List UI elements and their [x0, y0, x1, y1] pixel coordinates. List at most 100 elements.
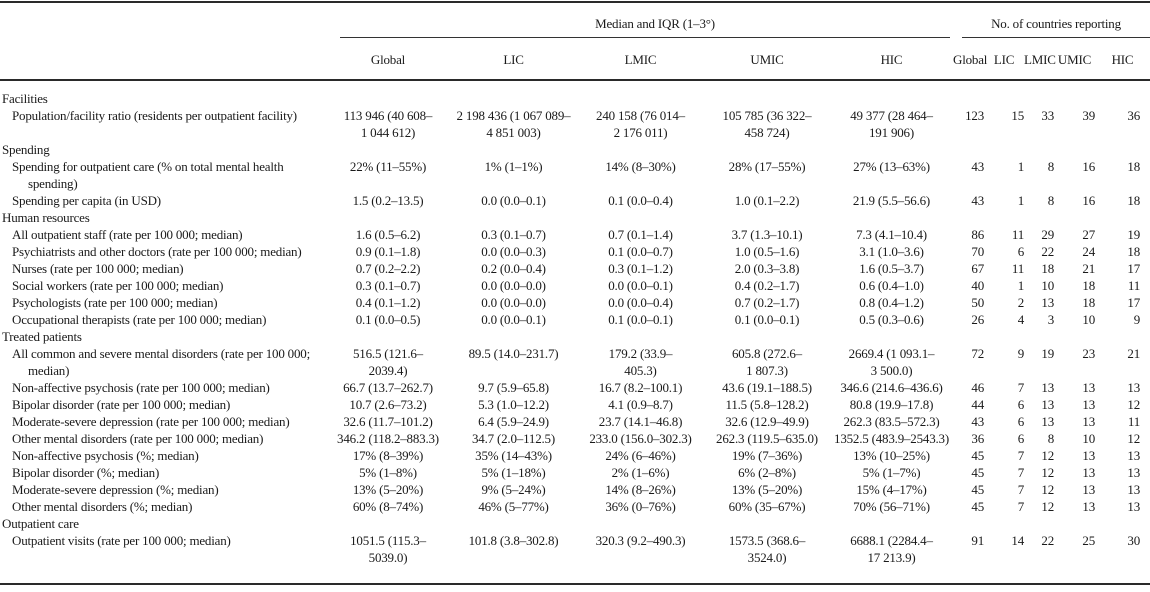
median-iqr-value: 14% (8–26%)	[605, 482, 676, 497]
median-iqr-value: 0.1 (0.0–0.1)	[734, 312, 800, 327]
country-count: 13	[1041, 397, 1054, 412]
median-iqr-value: 21.9 (5.5–56.6)	[852, 193, 931, 208]
median-iqr-value: 0.0 (0.0–0.4)	[608, 295, 673, 310]
country-count: 8	[1047, 193, 1055, 208]
median-iqr-value: 43.6 (19.1–188.5)	[722, 380, 812, 395]
country-count: 45	[971, 499, 984, 514]
country-count: 50	[971, 295, 984, 310]
row-label: All outpatient staff (rate per 100 000; …	[12, 227, 243, 242]
median-iqr-value: 0.3 (0.1–0.7)	[481, 227, 546, 242]
median-iqr-value: 0.0 (0.0–0.0)	[481, 295, 546, 310]
country-count: 36	[971, 431, 984, 446]
country-count: 18	[1041, 261, 1054, 276]
median-iqr-value: 46% (5–77%)	[478, 499, 549, 514]
country-count: 45	[971, 482, 984, 497]
median-iqr-value: 605.8 (272.6– 1 807.3)	[732, 346, 802, 378]
country-count: 17	[1127, 261, 1140, 276]
country-count: 21	[1082, 261, 1095, 276]
table-column-header-row: Global LIC LMIC UMIC HIC Global LIC LMIC…	[0, 38, 1150, 79]
col-header-median-lmic: LMIC	[624, 52, 657, 67]
median-iqr-value: 0.0 (0.0–0.1)	[608, 278, 673, 293]
country-count: 18	[1082, 278, 1095, 293]
table-row: Moderate-severe depression (%; median) 13…	[0, 481, 1150, 498]
median-iqr-value: 6% (2–8%)	[738, 465, 796, 480]
median-iqr-value: 19% (7–36%)	[731, 448, 803, 463]
country-count: 36	[1127, 108, 1140, 123]
country-count: 7	[1017, 482, 1025, 497]
country-count: 7	[1017, 380, 1025, 395]
median-iqr-value: 23.7 (14.1–46.8)	[598, 414, 683, 429]
country-count: 39	[1082, 108, 1095, 123]
median-iqr-value: 0.8 (0.4–1.2)	[859, 295, 924, 310]
country-count: 67	[971, 261, 984, 276]
median-iqr-value: 1573.5 (368.6– 3524.0)	[728, 533, 806, 565]
row-label: Other mental disorders (%; median)	[12, 499, 193, 514]
country-count: 45	[971, 465, 984, 480]
country-count: 13	[1082, 499, 1095, 514]
country-count: 29	[1041, 227, 1054, 242]
country-count: 12	[1127, 397, 1140, 412]
table-row: All common and severe mental disorders (…	[0, 345, 1150, 379]
country-count: 12	[1041, 448, 1054, 463]
table-group-header-row: Median and IQR (1–3°) No. of countries r…	[0, 3, 1150, 38]
median-iqr-value: 10.7 (2.6–73.2)	[349, 397, 427, 412]
section-label: Spending	[2, 142, 50, 157]
country-count: 43	[971, 159, 984, 174]
country-count: 18	[1127, 244, 1140, 259]
median-iqr-value: 0.0 (0.0–0.3)	[481, 244, 546, 259]
col-header-median-hic: HIC	[880, 52, 903, 67]
median-iqr-value: 35% (14–43%)	[475, 448, 552, 463]
country-count: 13	[1127, 465, 1140, 480]
median-iqr-value: 0.6 (0.4–1.0)	[859, 278, 924, 293]
median-iqr-value: 262.3 (83.5–572.3)	[843, 414, 940, 429]
median-iqr-value: 2669.4 (1 093.1– 3 500.0)	[848, 346, 935, 378]
country-count: 14	[1011, 533, 1024, 548]
country-count: 19	[1127, 227, 1140, 242]
median-iqr-value: 11.5 (5.8–128.2)	[725, 397, 809, 412]
median-iqr-value: 5% (1–18%)	[481, 465, 546, 480]
median-iqr-value: 17% (8–39%)	[352, 448, 424, 463]
median-iqr-value: 13% (10–25%)	[853, 448, 930, 463]
row-label: Non-affective psychosis (%; median)	[12, 448, 199, 463]
row-label: Psychologists (rate per 100 000; median)	[12, 295, 218, 310]
country-count: 23	[1082, 346, 1095, 361]
section-label: Outpatient care	[2, 516, 79, 531]
median-iqr-value: 0.3 (0.1–1.2)	[608, 261, 673, 276]
country-count: 15	[1011, 108, 1024, 123]
median-iqr-value: 9.7 (5.9–65.8)	[478, 380, 549, 395]
table-row: Bipolar disorder (rate per 100 000; medi…	[0, 396, 1150, 413]
median-iqr-value: 0.0 (0.0–0.0)	[481, 278, 546, 293]
median-iqr-value: 80.8 (19.9–17.8)	[849, 397, 934, 412]
table-row: Other mental disorders (%; median) 60% (8…	[0, 498, 1150, 515]
country-count: 9	[1017, 346, 1025, 361]
median-iqr-value: 262.3 (119.5–635.0)	[716, 431, 818, 446]
country-count: 7	[1017, 465, 1025, 480]
country-count: 4	[1017, 312, 1025, 327]
country-count: 11	[1127, 278, 1140, 293]
country-count: 17	[1127, 295, 1140, 310]
country-count: 1	[1017, 159, 1025, 174]
country-count: 8	[1047, 159, 1055, 174]
table-row: Spending for outpatient care (% on total…	[0, 158, 1150, 192]
col-header-median-lic: LIC	[503, 52, 524, 67]
row-label: Bipolar disorder (%; median)	[12, 465, 160, 480]
row-label: Social workers (rate per 100 000; median…	[12, 278, 224, 293]
median-iqr-value: 32.6 (12.9–49.9)	[725, 414, 809, 429]
country-count: 13	[1127, 482, 1140, 497]
country-count: 72	[971, 346, 984, 361]
country-count: 13	[1041, 295, 1054, 310]
country-count: 45	[971, 448, 984, 463]
median-iqr-value: 16.7 (8.2–100.1)	[598, 380, 683, 395]
country-count: 7	[1017, 448, 1025, 463]
table-row: Occupational therapists (rate per 100 00…	[0, 311, 1150, 328]
country-count: 13	[1127, 448, 1140, 463]
section-row: Treated patients	[0, 328, 1150, 345]
median-iqr-value: 0.7 (0.2–1.7)	[734, 295, 800, 310]
country-count: 13	[1082, 397, 1095, 412]
median-iqr-value: 1.5 (0.2–13.5)	[352, 193, 424, 208]
median-iqr-value: 9% (5–24%)	[481, 482, 546, 497]
country-count: 18	[1082, 295, 1095, 310]
country-count: 18	[1127, 193, 1140, 208]
table-row: Outpatient visits (rate per 100 000; med…	[0, 532, 1150, 566]
median-iqr-value: 0.0 (0.0–0.1)	[481, 193, 546, 208]
